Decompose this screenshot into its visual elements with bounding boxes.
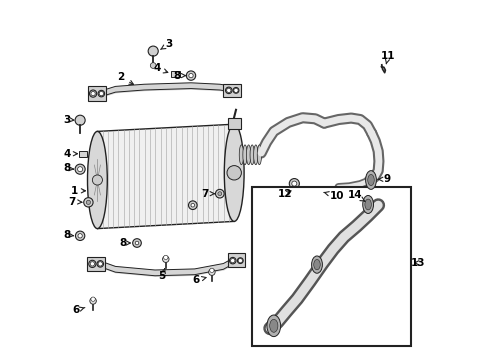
- Bar: [228, 253, 245, 267]
- Ellipse shape: [368, 174, 374, 186]
- Text: 3: 3: [161, 39, 173, 49]
- Ellipse shape: [312, 256, 322, 273]
- Circle shape: [189, 201, 197, 210]
- Text: 14: 14: [347, 190, 365, 201]
- Bar: [171, 71, 180, 77]
- Text: 13: 13: [411, 258, 426, 268]
- Circle shape: [77, 167, 83, 172]
- Text: 8: 8: [119, 238, 130, 248]
- Ellipse shape: [257, 145, 262, 165]
- Circle shape: [150, 63, 156, 68]
- Circle shape: [209, 269, 215, 275]
- Ellipse shape: [246, 145, 251, 165]
- Text: 4: 4: [63, 149, 77, 159]
- Circle shape: [227, 88, 231, 93]
- Ellipse shape: [224, 124, 244, 221]
- Circle shape: [229, 257, 236, 264]
- Circle shape: [86, 200, 91, 204]
- Circle shape: [78, 234, 82, 238]
- Ellipse shape: [88, 131, 107, 229]
- Circle shape: [97, 261, 103, 267]
- Circle shape: [90, 262, 95, 266]
- Circle shape: [92, 175, 102, 185]
- Text: 7: 7: [202, 189, 215, 199]
- Ellipse shape: [243, 145, 247, 165]
- Ellipse shape: [250, 145, 254, 165]
- Circle shape: [189, 73, 193, 78]
- Circle shape: [90, 298, 97, 304]
- Ellipse shape: [239, 145, 244, 165]
- Bar: [228, 118, 241, 129]
- Text: 8: 8: [173, 71, 187, 81]
- Text: 2: 2: [117, 72, 133, 85]
- Ellipse shape: [254, 145, 258, 165]
- Text: 8: 8: [63, 163, 74, 174]
- Circle shape: [225, 87, 232, 94]
- Circle shape: [216, 189, 224, 198]
- Text: 3: 3: [63, 114, 74, 125]
- Circle shape: [163, 256, 169, 262]
- Circle shape: [75, 164, 85, 174]
- Text: 9: 9: [378, 174, 391, 184]
- Circle shape: [186, 71, 196, 80]
- Text: 1: 1: [71, 186, 85, 196]
- Circle shape: [75, 115, 85, 125]
- Bar: [87, 257, 105, 271]
- Circle shape: [289, 179, 299, 189]
- Circle shape: [218, 192, 222, 195]
- Circle shape: [135, 241, 139, 245]
- Ellipse shape: [363, 195, 373, 213]
- Circle shape: [98, 262, 102, 266]
- Text: 5: 5: [159, 269, 166, 282]
- Circle shape: [75, 231, 85, 240]
- Circle shape: [148, 46, 158, 56]
- Circle shape: [84, 198, 93, 207]
- Text: 7: 7: [69, 197, 82, 207]
- Text: 12: 12: [278, 189, 293, 199]
- Circle shape: [234, 88, 238, 93]
- Bar: [88, 86, 106, 101]
- Circle shape: [90, 90, 97, 97]
- Circle shape: [191, 203, 195, 207]
- Circle shape: [233, 87, 239, 93]
- Ellipse shape: [267, 315, 281, 337]
- Circle shape: [231, 258, 235, 263]
- Circle shape: [227, 166, 242, 180]
- Text: 6: 6: [193, 275, 206, 285]
- Text: 10: 10: [324, 191, 344, 201]
- Circle shape: [98, 90, 104, 97]
- Circle shape: [164, 255, 168, 260]
- Bar: [223, 84, 241, 97]
- Text: 8: 8: [63, 230, 74, 240]
- Circle shape: [210, 268, 214, 273]
- Text: 4: 4: [153, 63, 168, 73]
- Ellipse shape: [366, 171, 376, 189]
- Circle shape: [238, 258, 243, 264]
- Circle shape: [292, 181, 297, 186]
- Text: 11: 11: [381, 51, 395, 64]
- Ellipse shape: [314, 260, 320, 270]
- Circle shape: [91, 91, 95, 96]
- Circle shape: [99, 91, 103, 96]
- Circle shape: [238, 258, 243, 263]
- Circle shape: [133, 239, 141, 247]
- Ellipse shape: [365, 199, 371, 210]
- Ellipse shape: [270, 319, 278, 332]
- Circle shape: [89, 260, 96, 267]
- Text: 6: 6: [72, 305, 85, 315]
- Bar: [252, 187, 411, 346]
- Circle shape: [91, 297, 95, 301]
- Bar: [79, 151, 87, 157]
- Polygon shape: [98, 124, 234, 229]
